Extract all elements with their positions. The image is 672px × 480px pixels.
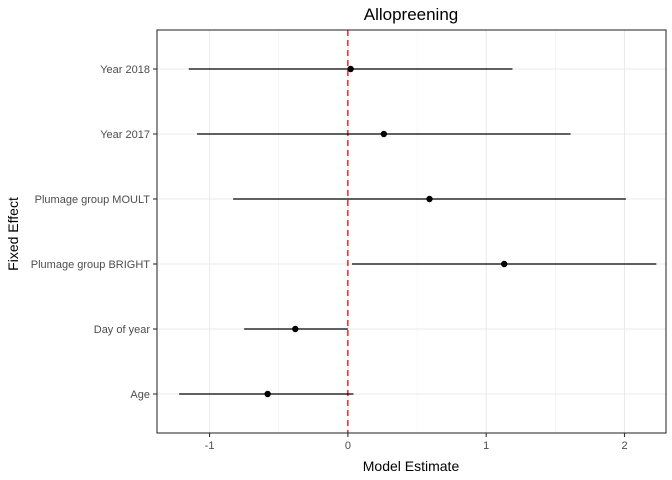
x-tick-label: 0 bbox=[345, 440, 351, 452]
y-tick-label: Day of year bbox=[94, 324, 151, 336]
y-axis-title: Fixed Effect bbox=[5, 197, 21, 271]
plot-panel-border bbox=[156, 29, 667, 434]
estimate-point bbox=[264, 390, 271, 398]
x-tick-label: 1 bbox=[483, 440, 489, 452]
gridlines bbox=[157, 30, 666, 433]
x-tick-label: -1 bbox=[205, 440, 215, 452]
estimate-point bbox=[380, 130, 388, 138]
x-tick-label: 2 bbox=[621, 440, 627, 452]
axes: -1 0 1 2 Year 2018 Year 2017 Plumage group MOU… bbox=[31, 64, 628, 452]
estimate-point bbox=[292, 325, 299, 333]
y-tick-label: Year 2018 bbox=[100, 64, 150, 76]
chart-title: Allopreening bbox=[364, 5, 459, 24]
y-tick-label: Age bbox=[130, 389, 150, 401]
estimate-point bbox=[500, 260, 508, 268]
estimate-point bbox=[347, 65, 354, 73]
estimates-layer bbox=[179, 65, 657, 398]
y-tick-label: Year 2017 bbox=[100, 129, 150, 141]
x-axis-title: Model Estimate bbox=[363, 458, 460, 474]
estimate-point bbox=[426, 195, 433, 203]
y-tick-label: Plumage group MOULT bbox=[35, 194, 151, 206]
y-tick-label: Plumage group BRIGHT bbox=[31, 259, 150, 271]
